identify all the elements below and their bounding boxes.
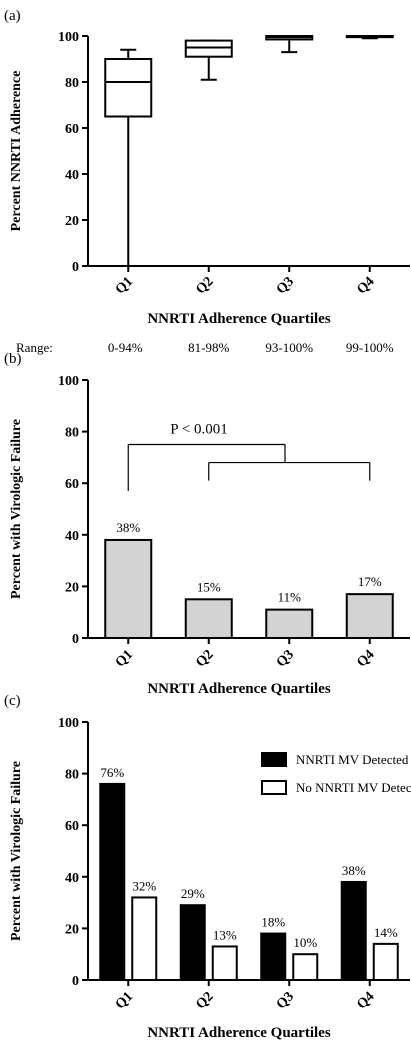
box-iqr: [184, 39, 233, 58]
x-tick-label: Q2: [193, 274, 216, 297]
bar-no-mv-detected: [131, 896, 158, 981]
bar-mv-detected: [179, 904, 206, 981]
panel-label: (a): [4, 8, 21, 24]
bar-mv-detected: [260, 932, 287, 981]
bar-no-mv-detected: [292, 953, 319, 982]
significance-bracket: P < 0.001: [127, 422, 371, 491]
legend: NNRTI MV Detected No NNRTI MV Detected: [261, 752, 411, 795]
bar-q4: [345, 593, 394, 640]
legend-swatch: [261, 752, 287, 767]
data-label: 14%: [374, 925, 398, 940]
x-tick-label: Q4: [354, 989, 377, 1012]
y-tick-label: 40: [65, 168, 79, 183]
box-plot-q4: [345, 35, 394, 40]
data-label: 10%: [293, 935, 317, 950]
x-axis-title: NNRTI Adherence Quartiles: [147, 681, 331, 697]
chart-panel-1: (a) 0 20 40 60 80 100 Percent NNRTI Adherence Q1…: [4, 8, 410, 355]
chart-panel-3: (c) 0 20 40 60 80 100 Percent with Virologic Fa…: [4, 693, 411, 1041]
box-plot-q2: [184, 39, 233, 81]
p-value-annotation: P < 0.001: [170, 422, 228, 438]
x-axis-title: NNRTI Adherence Quartiles: [147, 1025, 331, 1041]
box-plot-q3: [265, 35, 314, 54]
x-tick-label: Q1: [113, 647, 136, 670]
range-value: 99-100%: [346, 340, 394, 355]
x-tick-label: Q3: [274, 647, 297, 670]
x-tick-label: Q1: [113, 989, 136, 1012]
y-tick-label: 100: [58, 374, 79, 389]
bar-q3: [265, 608, 314, 639]
data-label: 29%: [181, 886, 205, 901]
x-tick-label: Q2: [193, 989, 216, 1012]
panel-label: (b): [4, 351, 22, 367]
range-value: 81-98%: [188, 340, 229, 355]
data-label: 18%: [261, 915, 285, 930]
y-axis-title: Percent with Virologic Failure: [9, 761, 24, 941]
y-tick-label: 60: [65, 477, 79, 492]
legend-swatch: [261, 780, 287, 795]
y-tick-label: 20: [65, 922, 79, 937]
data-label: 17%: [358, 574, 382, 589]
bar-no-mv-detected: [211, 945, 238, 982]
box-plot-q1: [104, 48, 153, 266]
y-axis-title: Percent with Virologic Failure: [9, 419, 24, 599]
data-label: 15%: [197, 579, 221, 594]
y-tick-label: 60: [65, 122, 79, 137]
y-tick-label: 100: [58, 716, 79, 731]
data-label: 38%: [342, 863, 366, 878]
x-tick-label: Q1: [113, 274, 136, 297]
y-tick-label: 0: [72, 632, 79, 647]
y-tick-label: 80: [65, 426, 79, 441]
range-value: 93-100%: [265, 340, 313, 355]
legend-label: NNRTI MV Detected: [296, 752, 409, 767]
data-label: 38%: [116, 520, 140, 535]
bar-q2: [184, 598, 233, 639]
y-tick-label: 0: [72, 260, 79, 275]
legend-label: No NNRTI MV Detected: [296, 780, 411, 795]
panel-label: (c): [4, 693, 21, 709]
bar-q1: [104, 538, 153, 640]
range-value: 0-94%: [108, 340, 143, 355]
chart-panel-2: (b) 0 20 40 60 80 100 Percent with Virologic Fa…: [4, 351, 410, 697]
bar-mv-detected: [340, 880, 367, 982]
data-label: 76%: [100, 765, 124, 780]
x-axis-title: NNRTI Adherence Quartiles: [147, 311, 331, 327]
box-iqr: [104, 58, 153, 118]
y-tick-label: 20: [65, 580, 79, 595]
data-label: 11%: [278, 590, 302, 605]
y-tick-label: 60: [65, 819, 79, 834]
data-label: 13%: [213, 927, 237, 942]
y-tick-label: 80: [65, 76, 79, 91]
y-tick-label: 80: [65, 768, 79, 783]
y-tick-label: 0: [72, 974, 79, 989]
data-label: 32%: [132, 878, 156, 893]
y-tick-label: 40: [65, 871, 79, 886]
x-tick-label: Q3: [274, 274, 297, 297]
x-tick-label: Q4: [354, 274, 377, 297]
x-tick-label: Q4: [354, 647, 377, 670]
x-tick-label: Q2: [193, 647, 216, 670]
y-axis-title: Percent NNRTI Adherence: [9, 71, 24, 232]
range-label: Range:: [16, 340, 53, 355]
x-tick-label: Q3: [274, 989, 297, 1012]
y-tick-label: 40: [65, 529, 79, 544]
bar-mv-detected: [99, 782, 126, 981]
bar-no-mv-detected: [372, 942, 399, 982]
y-tick-label: 100: [58, 30, 79, 45]
y-tick-label: 20: [65, 214, 79, 229]
